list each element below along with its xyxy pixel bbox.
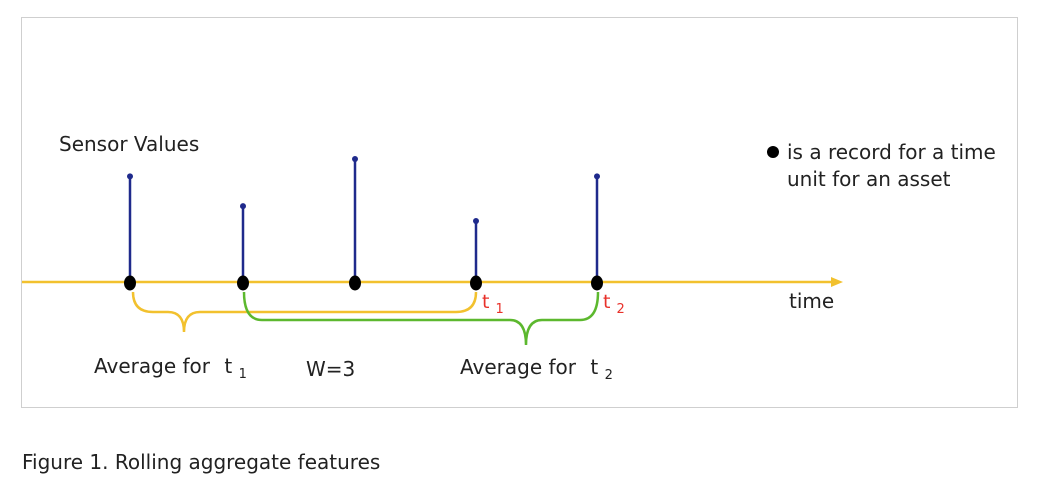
record-dot-3 bbox=[349, 275, 361, 291]
record-dot-5 bbox=[591, 275, 603, 291]
legend-record-dot bbox=[767, 146, 779, 158]
record-stem-tip-5 bbox=[594, 173, 600, 180]
average-t1-sub: 1 bbox=[239, 367, 247, 382]
y-axis-label: Sensor Values bbox=[59, 132, 199, 156]
t2-marker-sub: 2 bbox=[617, 302, 625, 317]
t2-marker: t 2 bbox=[603, 291, 625, 317]
record-stem-tip-4 bbox=[473, 218, 479, 224]
bracket-average-t2 bbox=[242, 291, 600, 346]
average-t1-prefix: Average for bbox=[94, 354, 211, 378]
bracket-average-t1 bbox=[131, 291, 478, 333]
t1-marker-base: t bbox=[482, 291, 489, 313]
average-t2-sub: 2 bbox=[605, 368, 613, 383]
x-axis-label: time bbox=[789, 289, 834, 313]
record-stem-tip-1 bbox=[127, 173, 133, 180]
legend-line-2: unit for an asset bbox=[787, 167, 951, 191]
legend-line-1: is a record for a time bbox=[787, 140, 996, 164]
record-stem-tip-2 bbox=[240, 203, 246, 210]
average-t1-base: t bbox=[224, 354, 232, 378]
figure-frame bbox=[21, 17, 1018, 408]
time-axis-arrowhead bbox=[831, 277, 843, 287]
record-dot-2 bbox=[237, 275, 249, 291]
record-dot-1 bbox=[124, 275, 136, 291]
window-size-label: W=3 bbox=[306, 357, 355, 381]
average-t1-label: Average for t 1 bbox=[94, 354, 247, 382]
record-dot-4 bbox=[470, 275, 482, 291]
t2-marker-base: t bbox=[603, 291, 610, 313]
average-t2-prefix: Average for bbox=[460, 355, 577, 379]
records-group bbox=[124, 156, 603, 291]
record-stem-tip-3 bbox=[352, 156, 358, 162]
average-t2-label: Average for t 2 bbox=[460, 355, 613, 383]
t1-marker-sub: 1 bbox=[496, 302, 504, 317]
t1-marker: t 1 bbox=[482, 291, 504, 317]
average-t2-base: t bbox=[590, 355, 598, 379]
figure-caption: Figure 1. Rolling aggregate features bbox=[22, 450, 381, 474]
